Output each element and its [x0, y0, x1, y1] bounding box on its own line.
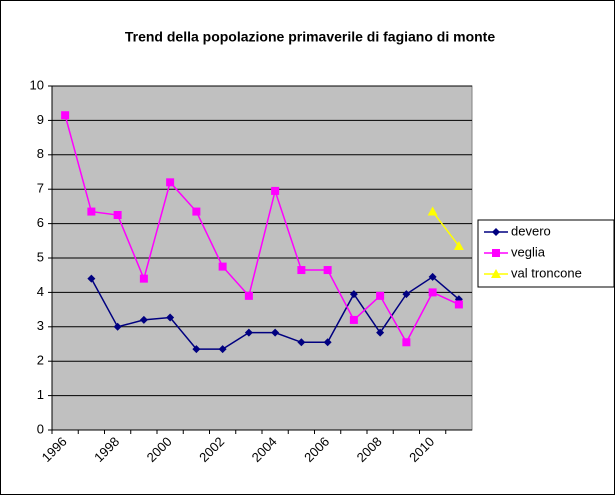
- series-line: [64, 115, 460, 344]
- marker: [218, 345, 227, 354]
- marker: [453, 240, 464, 250]
- marker: [192, 345, 201, 354]
- marker: [427, 206, 438, 216]
- marker: [244, 328, 253, 337]
- marker: [323, 266, 332, 275]
- marker: [218, 262, 227, 271]
- marker: [402, 290, 411, 299]
- marker: [113, 322, 122, 331]
- marker: [166, 178, 175, 187]
- y-tick-label: 0: [37, 421, 44, 436]
- marker: [87, 274, 96, 283]
- y-tick-label: 1: [37, 387, 44, 402]
- marker: [139, 274, 148, 283]
- marker: [244, 291, 253, 300]
- marker: [323, 338, 332, 347]
- marker: [271, 186, 280, 195]
- marker: [192, 207, 201, 216]
- y-tick-label: 2: [37, 353, 44, 368]
- y-tick-label: 6: [37, 215, 44, 230]
- marker: [402, 338, 411, 347]
- y-tick-label: 9: [37, 112, 44, 127]
- legend-label: veglia: [511, 244, 546, 259]
- marker: [166, 313, 175, 322]
- y-tick-label: 3: [37, 318, 44, 333]
- y-tick-label: 5: [37, 249, 44, 264]
- series-line: [432, 211, 460, 247]
- marker: [376, 328, 385, 337]
- marker: [492, 228, 500, 236]
- y-tick-label: 4: [37, 284, 44, 299]
- marker: [297, 266, 306, 275]
- marker: [492, 249, 500, 257]
- marker: [349, 290, 358, 299]
- marker: [297, 338, 306, 347]
- marker: [491, 269, 501, 278]
- y-tick-label: 8: [37, 146, 44, 161]
- marker: [454, 300, 463, 309]
- marker: [61, 111, 70, 120]
- marker: [428, 288, 437, 297]
- chart-title: Trend della popolazione primaverile di f…: [125, 29, 495, 45]
- legend-label: val troncone: [511, 265, 582, 280]
- marker: [428, 272, 437, 281]
- y-tick-label: 7: [37, 181, 44, 196]
- marker: [349, 315, 358, 324]
- marker: [139, 315, 148, 324]
- marker: [376, 291, 385, 300]
- marker: [113, 211, 122, 219]
- marker: [87, 207, 96, 216]
- legend-label: devero: [511, 223, 551, 238]
- marker: [271, 328, 280, 337]
- y-tick-label: 10: [30, 77, 44, 92]
